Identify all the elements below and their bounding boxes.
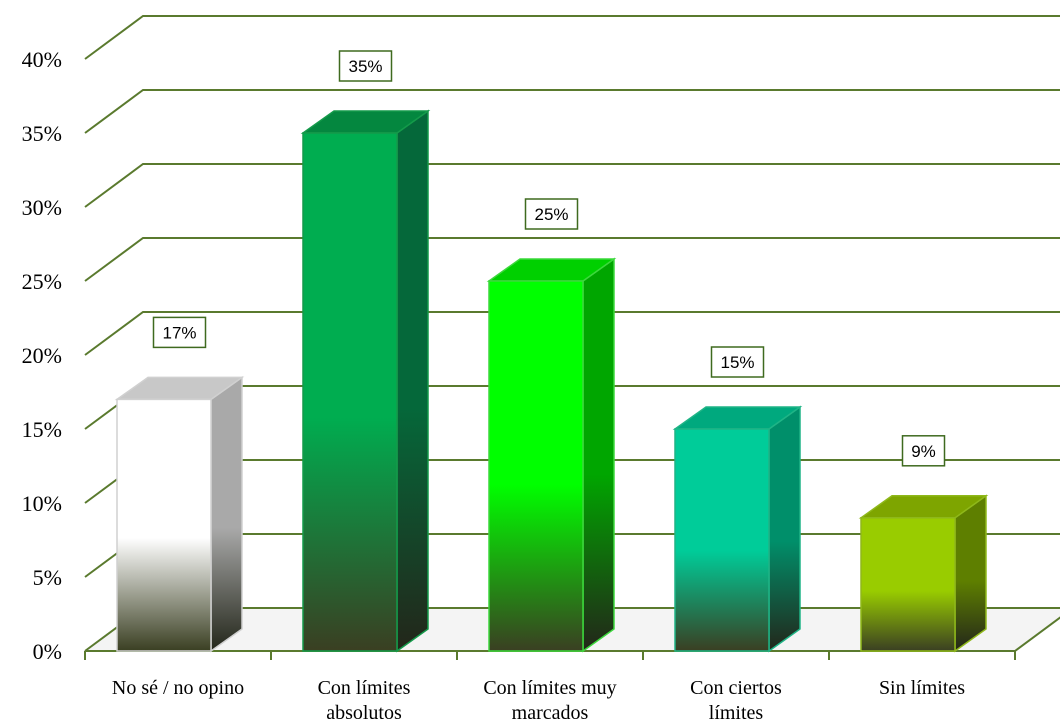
gridline (84, 89, 1060, 134)
data-label-box (338, 50, 393, 82)
category-label: límites (709, 702, 764, 723)
bar (672, 405, 803, 653)
bar-side (210, 375, 243, 653)
data-label-box (152, 316, 207, 349)
y-tick-label: 15% (22, 417, 62, 442)
data-label: 9% (911, 442, 936, 461)
bar-side (396, 109, 429, 653)
y-tick-label: 30% (22, 195, 62, 220)
category-label: Sin límites (879, 677, 965, 699)
y-tick-label: 0% (33, 639, 62, 664)
category-label: Con ciertos (690, 677, 782, 699)
y-tick-label: 5% (33, 565, 62, 590)
data-label-box (710, 346, 765, 378)
category-label: No sé / no opino (112, 677, 244, 699)
bars (114, 109, 989, 653)
bar (486, 257, 617, 653)
bar-front (674, 428, 770, 652)
bar (300, 109, 431, 653)
data-label: 35% (348, 57, 382, 76)
y-tick-label: 40% (22, 47, 62, 72)
data-label: 17% (162, 323, 196, 342)
gridline (84, 15, 1060, 60)
y-tick-label: 35% (22, 121, 62, 146)
data-label: 25% (534, 205, 568, 224)
bar (858, 494, 989, 653)
data-label: 15% (720, 353, 754, 372)
bar-side (582, 257, 615, 653)
category-label: marcados (512, 702, 589, 723)
bar-front (488, 280, 584, 652)
bar (114, 375, 245, 653)
bar-side (954, 494, 987, 653)
bar-side (768, 405, 801, 653)
floor-edge (1014, 616, 1060, 652)
bar-front (860, 517, 956, 652)
y-tick-label: 10% (22, 491, 62, 516)
labels: 0% 5% 10% 15% 20% 25% 30% 35% 40% 17% No sé / no o… (22, 47, 966, 723)
gridline (84, 311, 1060, 356)
gridline (84, 237, 1060, 282)
category-label: Con límites (318, 677, 411, 699)
category-label: Con límites muy (483, 677, 616, 699)
bar-front (302, 132, 398, 652)
y-tick-label: 25% (22, 269, 62, 294)
bar-front (116, 398, 212, 652)
data-label-box (524, 198, 579, 230)
category-label: absolutos (326, 702, 402, 723)
data-label-box (901, 435, 946, 467)
gridline (84, 163, 1060, 208)
y-tick-label: 20% (22, 343, 62, 368)
